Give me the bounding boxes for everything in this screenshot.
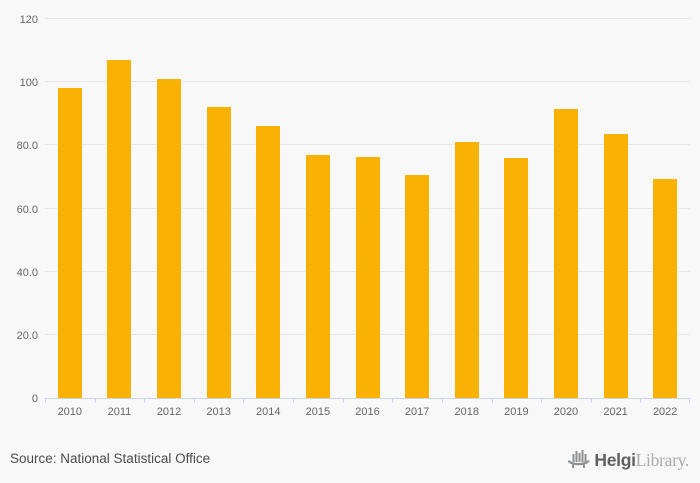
bar-2013 (206, 107, 231, 398)
x-axis-tick (491, 398, 493, 403)
bar-2016 (355, 156, 380, 398)
bar-2017 (405, 175, 430, 398)
x-tick-label: 2012 (156, 406, 182, 418)
x-tick-label: 2010 (57, 406, 83, 418)
x-axis-tick (590, 398, 592, 403)
x-axis-tick (144, 398, 146, 403)
x-tick-label: 2022 (652, 406, 678, 418)
bar-2020 (553, 108, 578, 398)
x-tick-label: 2015 (305, 406, 331, 418)
gridline (45, 81, 690, 83)
x-axis-tick (640, 398, 642, 403)
y-tick-label: 100 (19, 77, 38, 90)
x-tick-label: 2020 (553, 406, 579, 418)
helgi-library-logo: Helgi Library. (567, 446, 689, 474)
bar-2014 (256, 126, 281, 398)
x-tick-label: 2011 (107, 406, 132, 418)
x-tick-label: 2016 (355, 406, 380, 418)
gridline (45, 144, 690, 146)
y-tick-label: 60.0 (16, 203, 38, 216)
bar-2011 (107, 60, 132, 398)
x-axis-tick (392, 398, 394, 403)
bar-2021 (603, 134, 628, 398)
x-tick-label: 2019 (504, 406, 529, 418)
bar-2019 (504, 157, 529, 398)
logo-text-helgi: Helgi (594, 449, 636, 470)
x-tick-label: 2014 (256, 406, 281, 418)
x-axis-tick (45, 398, 46, 403)
y-tick-label: 0 (31, 393, 38, 405)
x-tick-label: 2013 (206, 406, 231, 418)
bar-2010 (57, 88, 82, 398)
plot-area (45, 18, 690, 403)
y-tick-label: 120 (19, 14, 38, 26)
logo-text-library: Library. (635, 449, 690, 470)
bar-chart: 0 20.0 40.0 60.0 80.0 100 120 2010 2011 2012 2013 2… (16, 14, 690, 418)
bar-2015 (305, 154, 330, 398)
y-tick-label: 40.0 (16, 266, 38, 279)
x-axis-tick (541, 398, 543, 403)
x-tick-label: 2021 (603, 406, 628, 418)
source-text: Source: National Statistical Office (10, 451, 211, 466)
bar-2012 (157, 79, 182, 398)
y-tick-label: 20.0 (16, 329, 38, 342)
x-axis-tick (441, 398, 443, 403)
x-axis-tick (293, 398, 295, 403)
x-tick-label: 2018 (454, 406, 479, 418)
helgi-logo-icon (567, 448, 590, 474)
gridline (45, 18, 690, 19)
x-axis-tick (94, 398, 96, 403)
x-axis-tick (342, 398, 344, 403)
y-tick-label: 80.0 (16, 140, 38, 153)
bar-2018 (454, 142, 479, 398)
bar-2022 (653, 178, 678, 398)
x-axis-tick (193, 398, 195, 403)
x-axis-tick (689, 398, 690, 403)
x-tick-label: 2017 (404, 406, 430, 418)
x-axis-tick (243, 398, 245, 403)
